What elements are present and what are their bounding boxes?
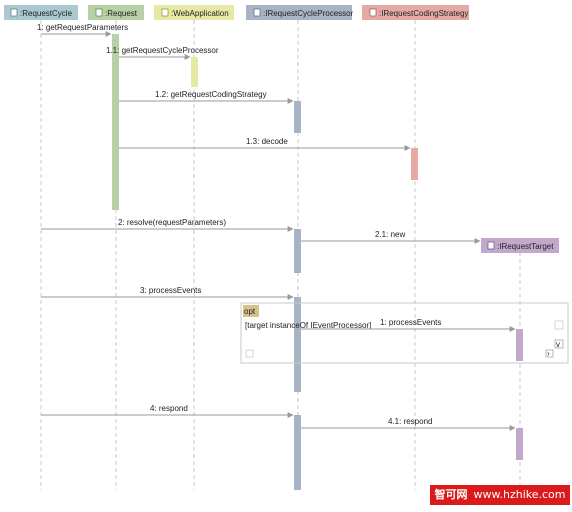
message-2[interactable]: 2: resolve(requestParameters) <box>41 218 294 232</box>
svg-text:1.3: decode: 1.3: decode <box>246 137 288 146</box>
fragment-icon-mid[interactable] <box>554 339 564 349</box>
svg-text:1.2: getRequestCodingStrategy: 1.2: getRequestCodingStrategy <box>155 90 267 99</box>
activation-request <box>112 34 119 210</box>
lifeline-label: :WebApplication <box>171 9 229 18</box>
activation-processor-3 <box>294 297 301 392</box>
message-1[interactable]: 1: getRequestParameters <box>37 23 128 37</box>
activation-webapplication <box>191 57 198 87</box>
activation-codingstrategy <box>411 148 418 180</box>
activation-target-1 <box>516 329 523 361</box>
svg-text:›: › <box>547 349 550 358</box>
svg-text:v: v <box>556 340 560 349</box>
lifeline-label: :IRequestTarget <box>497 242 554 251</box>
message-1-3[interactable]: 1.3: decode <box>119 137 411 151</box>
message-1-2[interactable]: 1.2: getRequestCodingStrategy <box>119 90 294 104</box>
svg-text:4.1: respond: 4.1: respond <box>388 417 432 426</box>
watermark-badge: 智可网 www.hzhike.com <box>430 485 570 505</box>
lifeline-head-irequesttarget[interactable]: :IRequestTarget <box>481 238 559 253</box>
activation-target-2 <box>516 428 523 460</box>
lifeline-head-request[interactable]: :Request <box>88 5 144 20</box>
lifeline-head-irequestcycleprocessor[interactable]: :IRequestCycleProcessor <box>246 5 354 20</box>
message-1-1[interactable]: 1.1: getRequestCycleProcessor <box>106 46 219 60</box>
message-4[interactable]: 4: respond <box>41 404 294 418</box>
activation-processor-1 <box>294 101 301 133</box>
fragment-icon-right[interactable] <box>545 349 554 358</box>
watermark-url: www.hzhike.com <box>473 488 566 501</box>
lifeline-head-irequestcodingstrategy[interactable]: :IRequestCodingStrategy <box>362 5 469 20</box>
fragment-tag <box>243 305 259 317</box>
svg-text:2.1: new: 2.1: new <box>375 230 405 239</box>
message-3-1[interactable]: 1: processEvents <box>301 318 516 332</box>
message-4-1[interactable]: 4.1: respond <box>301 417 516 431</box>
svg-text:4: respond: 4: respond <box>150 404 188 413</box>
lifeline-label: :RequestCycle <box>20 9 73 18</box>
lifeline-label: :IRequestCodingStrategy <box>379 9 468 18</box>
fragment-tag-text: opt <box>244 307 256 316</box>
lifeline-label: :Request <box>105 9 138 18</box>
lifeline-head-webapplication[interactable]: :WebApplication <box>154 5 234 20</box>
fragment-guard: [target instanceOf IEventProcessor] <box>245 321 371 330</box>
message-3[interactable]: 3: processEvents <box>41 286 294 300</box>
watermark-brand: 智可网 <box>434 488 468 501</box>
activation-processor-4 <box>294 415 301 490</box>
fragment-icon-left[interactable] <box>245 349 254 358</box>
svg-text:1: getRequestParameters: 1: getRequestParameters <box>37 23 128 32</box>
svg-text:1.1: getRequestCycleProcessor: 1.1: getRequestCycleProcessor <box>106 46 219 55</box>
message-2-1[interactable]: 2.1: new <box>301 230 481 244</box>
combined-fragment[interactable]: opt [target instanceOf IEventProcessor] … <box>240 302 569 364</box>
lifeline-head-requestcycle[interactable]: :RequestCycle <box>4 5 78 20</box>
lifeline-label: :IRequestCycleProcessor <box>263 9 354 18</box>
svg-text:2: resolve(requestParameters): 2: resolve(requestParameters) <box>118 218 226 227</box>
activation-processor-2 <box>294 229 301 273</box>
svg-text:3: processEvents: 3: processEvents <box>140 286 201 295</box>
svg-text:1: processEvents: 1: processEvents <box>380 318 441 327</box>
fragment-icon-top[interactable] <box>554 320 564 330</box>
